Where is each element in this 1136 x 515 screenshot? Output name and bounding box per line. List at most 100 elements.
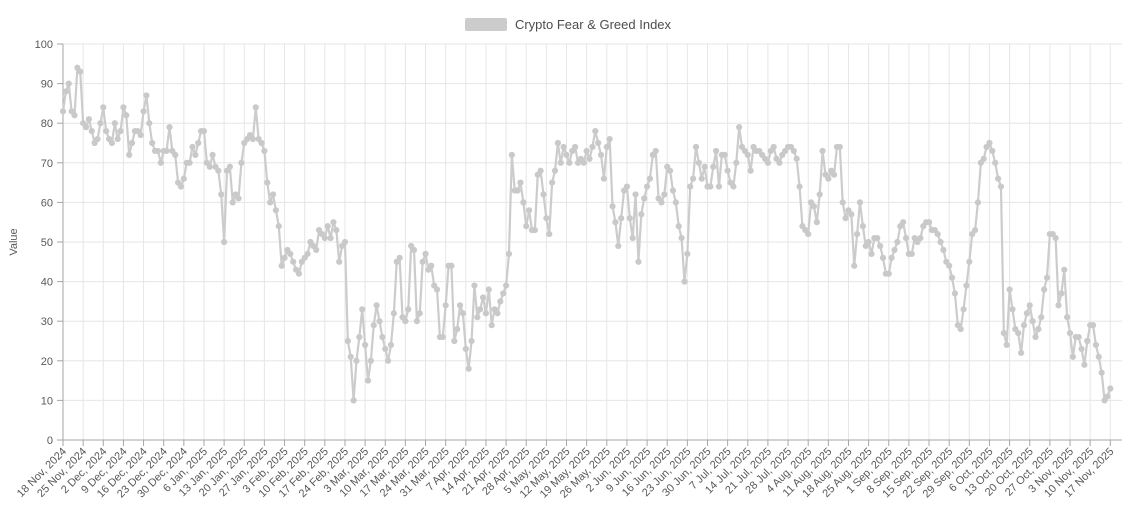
- data-point[interactable]: [595, 139, 602, 147]
- data-point[interactable]: [177, 183, 185, 190]
- data-point[interactable]: [413, 318, 420, 325]
- data-point[interactable]: [695, 159, 702, 166]
- data-point[interactable]: [252, 104, 259, 111]
- data-point[interactable]: [940, 246, 947, 254]
- data-point[interactable]: [566, 159, 573, 166]
- data-point[interactable]: [747, 167, 754, 174]
- data-point[interactable]: [701, 163, 708, 170]
- data-point[interactable]: [264, 179, 271, 186]
- data-point[interactable]: [934, 230, 941, 238]
- data-point[interactable]: [960, 306, 967, 313]
- data-point[interactable]: [344, 337, 351, 345]
- data-point[interactable]: [508, 151, 515, 158]
- data-point[interactable]: [572, 143, 579, 151]
- data-point[interactable]: [356, 333, 363, 341]
- data-point[interactable]: [103, 128, 110, 135]
- data-point[interactable]: [330, 219, 337, 226]
- data-point[interactable]: [442, 302, 449, 309]
- data-point[interactable]: [692, 143, 700, 151]
- data-point[interactable]: [736, 124, 743, 131]
- data-point[interactable]: [908, 250, 915, 257]
- data-point[interactable]: [1006, 286, 1013, 293]
- data-point[interactable]: [462, 345, 469, 353]
- data-point[interactable]: [77, 68, 84, 75]
- data-point[interactable]: [456, 302, 464, 309]
- data-point[interactable]: [810, 203, 818, 210]
- data-point[interactable]: [465, 365, 472, 372]
- data-point[interactable]: [971, 227, 979, 234]
- data-point[interactable]: [1058, 290, 1065, 297]
- data-point[interactable]: [1043, 274, 1051, 281]
- data-point[interactable]: [333, 227, 340, 234]
- data-point[interactable]: [347, 353, 354, 360]
- data-point[interactable]: [428, 262, 435, 269]
- data-point[interactable]: [65, 80, 72, 87]
- data-point[interactable]: [249, 135, 256, 143]
- data-point[interactable]: [865, 238, 872, 246]
- data-point[interactable]: [1052, 234, 1059, 242]
- data-point[interactable]: [1015, 329, 1022, 337]
- data-point[interactable]: [267, 199, 274, 206]
- data-point[interactable]: [520, 199, 527, 206]
- data-point[interactable]: [874, 234, 881, 242]
- data-point[interactable]: [304, 250, 311, 257]
- data-point[interactable]: [324, 223, 331, 230]
- data-point[interactable]: [842, 215, 849, 222]
- data-point[interactable]: [948, 274, 956, 281]
- data-point[interactable]: [554, 139, 561, 147]
- data-point[interactable]: [859, 223, 866, 230]
- data-point[interactable]: [1075, 333, 1082, 341]
- data-point[interactable]: [839, 199, 846, 206]
- data-point[interactable]: [690, 175, 697, 182]
- data-point[interactable]: [1107, 385, 1114, 392]
- data-point[interactable]: [678, 234, 685, 242]
- data-point[interactable]: [641, 195, 648, 202]
- data-point[interactable]: [885, 270, 892, 277]
- data-point[interactable]: [97, 120, 104, 127]
- data-point[interactable]: [370, 322, 377, 329]
- data-point[interactable]: [790, 147, 797, 155]
- data-point[interactable]: [154, 147, 162, 155]
- data-point[interactable]: [62, 88, 69, 95]
- data-point[interactable]: [707, 183, 714, 190]
- data-point[interactable]: [1084, 337, 1091, 345]
- data-point[interactable]: [108, 139, 116, 147]
- data-point[interactable]: [629, 234, 636, 242]
- data-point[interactable]: [485, 286, 492, 293]
- data-point[interactable]: [851, 262, 858, 269]
- data-point[interactable]: [589, 143, 596, 151]
- data-point[interactable]: [997, 183, 1005, 190]
- data-point[interactable]: [1035, 326, 1042, 333]
- data-point[interactable]: [494, 310, 501, 317]
- data-point[interactable]: [336, 258, 343, 265]
- data-point[interactable]: [221, 238, 228, 246]
- data-point[interactable]: [891, 246, 898, 254]
- data-point[interactable]: [477, 306, 484, 313]
- data-point[interactable]: [557, 159, 564, 166]
- data-point[interactable]: [551, 167, 559, 174]
- data-point[interactable]: [433, 286, 441, 293]
- data-point[interactable]: [1032, 333, 1039, 341]
- data-point[interactable]: [776, 159, 783, 166]
- data-point[interactable]: [100, 104, 107, 111]
- data-point[interactable]: [215, 167, 222, 174]
- data-point[interactable]: [126, 151, 133, 158]
- data-point[interactable]: [350, 397, 357, 404]
- data-point[interactable]: [1038, 314, 1045, 321]
- data-point[interactable]: [146, 120, 153, 127]
- data-point[interactable]: [957, 326, 964, 333]
- data-point[interactable]: [327, 234, 334, 242]
- data-point[interactable]: [1064, 314, 1071, 321]
- data-point[interactable]: [387, 341, 395, 349]
- data-point[interactable]: [166, 124, 173, 131]
- data-point[interactable]: [669, 187, 677, 194]
- data-point[interactable]: [917, 234, 924, 242]
- data-point[interactable]: [114, 135, 121, 143]
- data-point[interactable]: [793, 155, 800, 162]
- data-point[interactable]: [597, 151, 605, 158]
- data-point[interactable]: [1089, 322, 1097, 329]
- data-point[interactable]: [868, 250, 875, 257]
- data-point[interactable]: [373, 302, 380, 309]
- data-point[interactable]: [402, 318, 409, 325]
